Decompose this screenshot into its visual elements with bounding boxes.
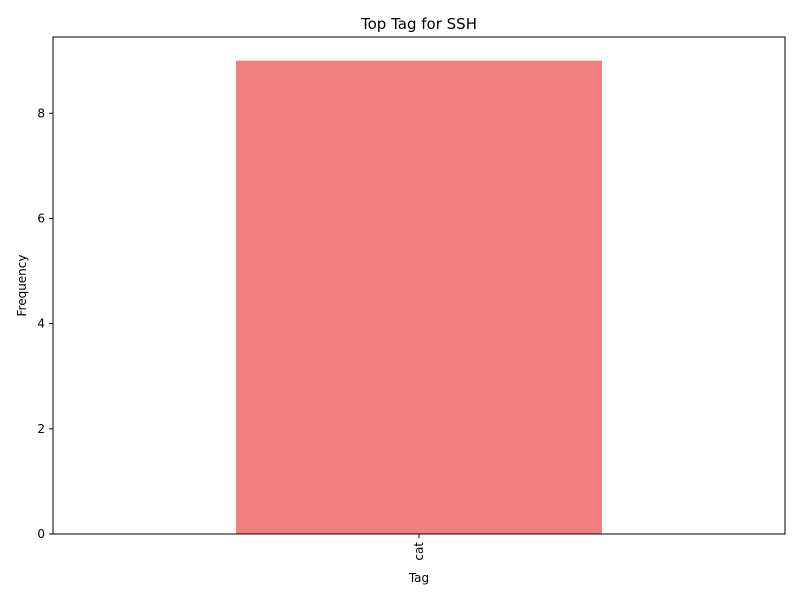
y-tick-label: 4 bbox=[37, 317, 45, 331]
y-tick-label: 0 bbox=[37, 527, 45, 541]
chart-title: Top Tag for SSH bbox=[360, 15, 477, 33]
y-axis-ticks: 0 2 4 6 8 bbox=[37, 106, 53, 541]
bar-cat bbox=[236, 60, 602, 535]
x-axis-ticks: cat bbox=[412, 534, 426, 561]
x-axis-label: Tag bbox=[408, 571, 429, 585]
y-tick-label: 6 bbox=[37, 211, 45, 225]
y-tick-label: 8 bbox=[37, 106, 45, 120]
plot-area bbox=[236, 60, 602, 535]
y-tick-label: 2 bbox=[37, 422, 45, 436]
x-tick-label: cat bbox=[412, 542, 426, 561]
y-axis-label: Frequency bbox=[15, 255, 29, 317]
